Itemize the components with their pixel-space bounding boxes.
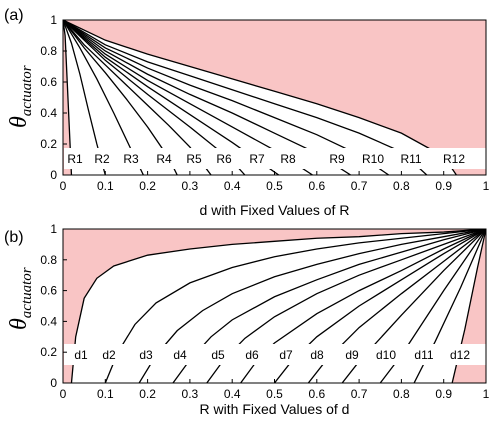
x-tick-label: 0.6 xyxy=(308,387,325,401)
x-tick-label: 0.2 xyxy=(139,387,156,401)
x-tick-label: 0.7 xyxy=(351,387,368,401)
x-tick-label: 0.3 xyxy=(182,387,199,401)
curve-label-d4: d4 xyxy=(173,348,187,362)
panel-label: (a) xyxy=(4,7,24,24)
y-tick-label: 0.4 xyxy=(40,314,57,328)
curve-label-R7: R7 xyxy=(249,152,265,166)
y-tick-label: 1 xyxy=(50,13,57,27)
x-tick-label: 0.2 xyxy=(139,179,156,193)
curve-label-R12: R12 xyxy=(443,152,465,166)
y-axis-label-sub: actuator xyxy=(19,267,35,318)
x-tick-label: 0.7 xyxy=(351,179,368,193)
y-tick-label: 0.2 xyxy=(40,345,57,359)
x-tick-label: 1 xyxy=(483,179,490,193)
x-tick-label: 0.8 xyxy=(393,179,410,193)
y-tick-label: 0.2 xyxy=(40,137,57,151)
curve-label-d2: d2 xyxy=(102,348,116,362)
y-tick-label: 0.8 xyxy=(40,44,57,58)
curve-label-R3: R3 xyxy=(123,152,139,166)
x-tick-label: 0.9 xyxy=(435,387,452,401)
curve-label-d9: d9 xyxy=(345,348,359,362)
x-tick-label: 0 xyxy=(60,387,67,401)
panel-1: d1 d2 d3 d4 d5 d6 d7 d8 d9 d10 d11 d12 0 0.1 0.2 0.3 0.4… xyxy=(4,222,490,417)
x-tick-label: 0.6 xyxy=(308,179,325,193)
x-tick-label: 0.5 xyxy=(266,179,283,193)
y-axis-label: θactuator xyxy=(6,267,35,330)
x-tick-label: 0.8 xyxy=(393,387,410,401)
curve-label-d10: d10 xyxy=(376,348,396,362)
curve-label-R11: R11 xyxy=(400,152,421,166)
curve-label-d7: d7 xyxy=(279,348,293,362)
x-axis-label: d with Fixed Values of R xyxy=(200,202,350,218)
y-tick-label: 0.6 xyxy=(40,284,57,298)
x-tick-label: 0.9 xyxy=(435,179,452,193)
y-tick-label: 1 xyxy=(50,222,57,236)
curve-label-d6: d6 xyxy=(245,348,259,362)
curve-label-d1: d1 xyxy=(74,348,88,362)
curve-label-R1: R1 xyxy=(67,152,83,166)
curve-label-R6: R6 xyxy=(216,152,232,166)
curve-label-R10: R10 xyxy=(362,152,384,166)
x-tick-label: 1 xyxy=(483,387,490,401)
y-axis-label-main: θ xyxy=(6,116,32,128)
curve-label-R4: R4 xyxy=(156,152,172,166)
curve-label-d8: d8 xyxy=(310,348,324,362)
y-tick-label: 0.8 xyxy=(40,253,57,267)
y-axis-label: θactuator xyxy=(6,65,35,128)
y-tick-label: 0.6 xyxy=(40,75,57,89)
x-tick-label: 0.1 xyxy=(97,179,114,193)
curve-label-R8: R8 xyxy=(280,152,296,166)
curve-label-d12: d12 xyxy=(450,348,470,362)
x-tick-label: 0.5 xyxy=(266,387,283,401)
y-axis-label-sub: actuator xyxy=(19,65,35,116)
y-tick-label: 0 xyxy=(50,168,57,182)
curve-label-d5: d5 xyxy=(211,348,225,362)
curve-label-d3: d3 xyxy=(139,348,153,362)
curve-label-R2: R2 xyxy=(94,152,110,166)
panel-label: (b) xyxy=(4,229,24,246)
x-axis-label: R with Fixed Values of d xyxy=(200,401,350,417)
x-tick-label: 0.3 xyxy=(182,179,199,193)
x-tick-label: 0.4 xyxy=(224,387,241,401)
curve-label-d11: d11 xyxy=(414,348,433,362)
x-tick-label: 0.4 xyxy=(224,179,241,193)
x-tick-label: 0 xyxy=(60,179,67,193)
y-tick-label: 0.4 xyxy=(40,106,57,120)
y-tick-label: 0 xyxy=(50,376,57,390)
curve-label-R9: R9 xyxy=(329,152,345,166)
y-axis-label-main: θ xyxy=(6,318,32,330)
x-tick-label: 0.1 xyxy=(97,387,114,401)
panel-0: R1 R2 R3 R4 R5 R6 R7 R8 R9 R10 R11 R12 0 0.1 0.2 0.3 0.4… xyxy=(4,7,490,218)
curve-label-R5: R5 xyxy=(186,152,202,166)
